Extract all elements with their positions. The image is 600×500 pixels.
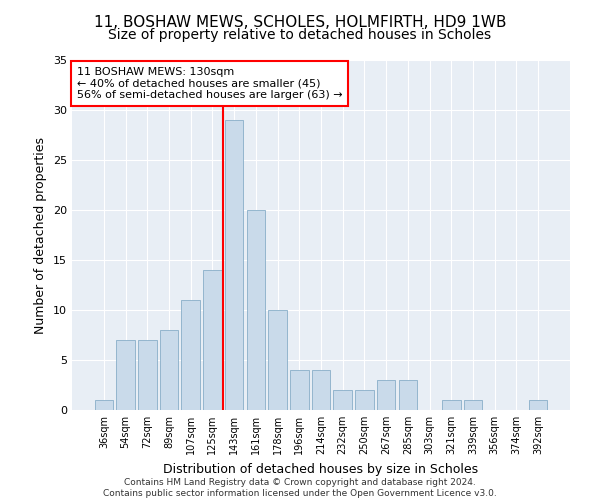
- Bar: [442, 400, 461, 410]
- Bar: [290, 370, 308, 410]
- Text: Contains HM Land Registry data © Crown copyright and database right 2024.
Contai: Contains HM Land Registry data © Crown c…: [103, 478, 497, 498]
- Bar: [225, 120, 244, 410]
- Bar: [116, 340, 135, 410]
- Bar: [398, 380, 417, 410]
- Bar: [181, 300, 200, 410]
- Bar: [95, 400, 113, 410]
- X-axis label: Distribution of detached houses by size in Scholes: Distribution of detached houses by size …: [163, 462, 479, 475]
- Bar: [355, 390, 374, 410]
- Bar: [138, 340, 157, 410]
- Bar: [268, 310, 287, 410]
- Bar: [160, 330, 178, 410]
- Text: 11 BOSHAW MEWS: 130sqm
← 40% of detached houses are smaller (45)
56% of semi-det: 11 BOSHAW MEWS: 130sqm ← 40% of detached…: [77, 67, 343, 100]
- Bar: [529, 400, 547, 410]
- Text: Size of property relative to detached houses in Scholes: Size of property relative to detached ho…: [109, 28, 491, 42]
- Bar: [312, 370, 330, 410]
- Bar: [464, 400, 482, 410]
- Bar: [377, 380, 395, 410]
- Bar: [247, 210, 265, 410]
- Bar: [203, 270, 221, 410]
- Y-axis label: Number of detached properties: Number of detached properties: [34, 136, 47, 334]
- Bar: [334, 390, 352, 410]
- Text: 11, BOSHAW MEWS, SCHOLES, HOLMFIRTH, HD9 1WB: 11, BOSHAW MEWS, SCHOLES, HOLMFIRTH, HD9…: [94, 15, 506, 30]
